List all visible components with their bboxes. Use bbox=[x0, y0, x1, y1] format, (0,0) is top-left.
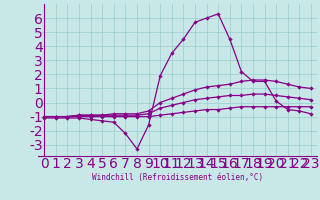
X-axis label: Windchill (Refroidissement éolien,°C): Windchill (Refroidissement éolien,°C) bbox=[92, 173, 263, 182]
